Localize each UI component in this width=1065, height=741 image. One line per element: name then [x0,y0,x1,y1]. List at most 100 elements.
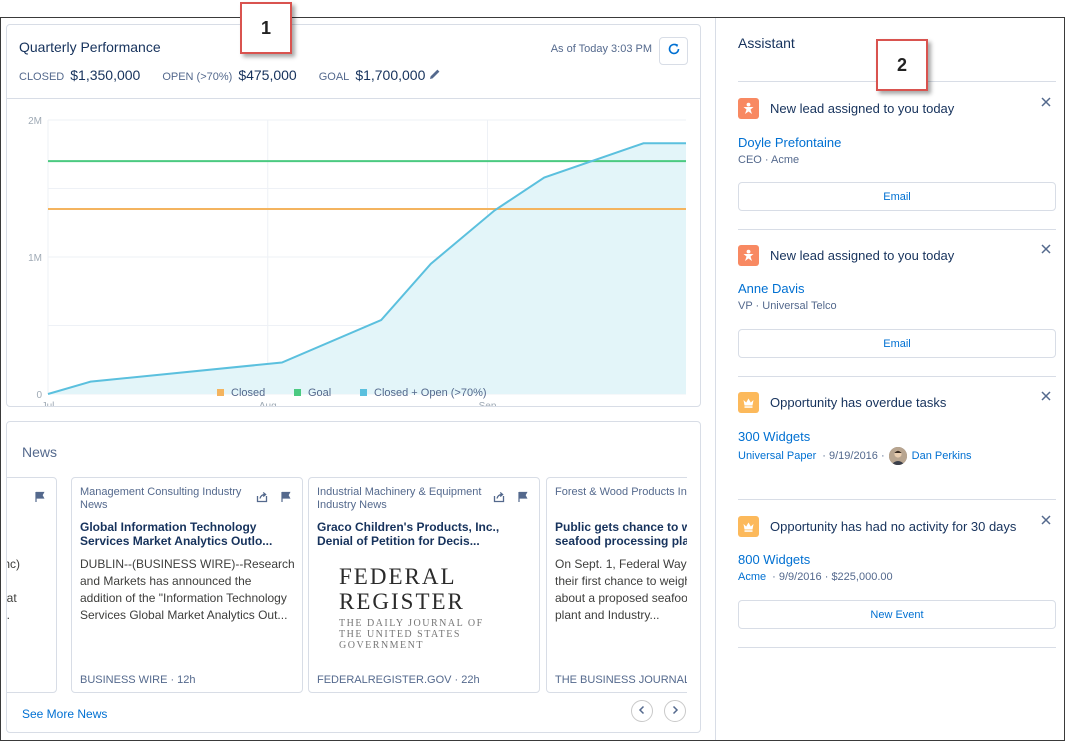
share-icon[interactable] [256,490,268,508]
x-tick-label: Aug [259,401,277,406]
edit-goal-pencil-icon[interactable] [429,67,441,83]
news-item-partial-body: Inc) t at ... [7,556,56,624]
news-item[interactable]: Industrial Machinery & Equipment Industr… [308,477,540,693]
owner-link[interactable]: Dan Perkins [911,450,972,462]
news-item-footer: THE BUSINESS JOURNALS · 1d [555,674,687,686]
close-icon[interactable] [1040,513,1052,525]
fr-image-line-1: FEDERAL [339,564,457,589]
news-item-actions [493,490,529,508]
close-icon[interactable] [1040,242,1052,254]
opportunity-meta: Universal Paper · 9/19/2016 · Dan Perkin… [738,447,972,465]
quarterly-chart-svg: 0 1M 2M Jul Aug Sep Closed Goal Closed + Open (>… [28,116,686,412]
news-title: News [22,444,58,460]
news-item-headline[interactable]: Graco Children's Products, Inc., Denial … [317,520,500,548]
assistant-title: Assistant [738,35,795,51]
close-icon[interactable] [1040,95,1052,107]
fr-image-sub-3: GOVERNMENT [339,640,424,651]
assistant-item-heading: New lead assigned to you today [770,248,955,263]
news-item-source: Industrial Machinery & Equipment Industr… [317,486,482,511]
lead-icon [738,245,759,266]
open-label: OPEN (>70%) [162,71,233,83]
quarterly-performance-header: Quarterly Performance CLOSED $1,350,000 … [7,25,700,99]
callout-2: 2 [876,39,928,91]
y-tick-label: 2M [28,116,42,127]
flag-icon[interactable] [517,490,529,508]
lead-meta: CEO · Acme [738,154,800,166]
news-item-footer: BUSINESS WIRE · 12h [80,674,196,686]
close-icon[interactable] [1040,389,1052,401]
assistant-panel: Assistant New lead assigned to you today… [715,18,1064,740]
quarterly-performance-title: Quarterly Performance [19,39,161,55]
lead-icon [738,98,759,119]
opportunity-name-link[interactable]: 800 Widgets [738,552,811,567]
see-more-news-link[interactable]: See More News [22,707,108,721]
legend-swatch [360,389,367,396]
partial-line-3: ... [7,607,56,624]
federal-register-image: FEDERAL REGISTER THE DAILY JOURNAL OF TH… [339,564,509,660]
lead-name-link[interactable]: Doyle Prefontaine [738,135,842,150]
legend-swatch [217,389,224,396]
news-item-actions [34,490,46,508]
lead-meta: VP · Universal Telco [738,300,837,312]
y-tick-label: 0 [36,390,42,401]
legend-label: Goal [308,387,331,399]
news-item-headline[interactable]: Global Information Technology Services M… [80,520,273,548]
crown-icon [738,392,759,413]
email-button[interactable]: Email [738,182,1056,211]
quarterly-stats: CLOSED $1,350,000 OPEN (>70%) $475,000 G… [19,67,441,83]
news-carousel: Inc) t at ... Management Consulting Indu… [7,477,687,695]
fr-image-sub-2: THE UNITED STATES [339,629,461,640]
news-item-actions [256,490,292,508]
opportunity-name-link[interactable]: 300 Widgets [738,429,811,444]
assistant-item-lead: New lead assigned to you today Anne Davi… [738,229,1056,376]
quarterly-performance-card: Quarterly Performance CLOSED $1,350,000 … [6,24,701,412]
chevron-left-icon [637,702,647,720]
lead-name-link[interactable]: Anne Davis [738,281,805,296]
news-item-source: Management Consulting Industry News [80,486,242,511]
new-event-button[interactable]: New Event [738,600,1056,629]
closed-plus-open-area [48,143,686,394]
share-icon[interactable] [493,490,505,508]
refresh-button[interactable] [659,37,688,65]
news-prev-button[interactable] [631,700,653,722]
y-tick-label: 1M [28,253,42,264]
news-item-source: Forest & Wood Products Industry News [555,486,687,498]
news-item[interactable]: Forest & Wood Products Industry News Pub… [546,477,687,693]
as-of-timestamp: As of Today 3:03 PM [550,43,652,55]
chevron-right-icon [670,702,680,720]
email-button[interactable]: Email [738,329,1056,358]
opportunity-date: · 9/19/2016 · [822,450,885,462]
legend-swatch [294,389,301,396]
goal-label: GOAL [318,71,350,83]
news-item-body: On Sept. 1, Federal Way residents get th… [555,557,687,622]
assistant-item-heading: Opportunity has overdue tasks [770,395,947,410]
legend-label: Closed [231,387,265,399]
news-item-partial[interactable]: Inc) t at ... [7,477,57,693]
fr-image-sub-1: THE DAILY JOURNAL OF [339,618,484,629]
assistant-item-heading: Opportunity has had no activity for 30 d… [770,519,1017,534]
callout-1: 1 [240,2,292,54]
closed-plus-open-line [47,142,686,395]
assistant-item-heading: New lead assigned to you today [770,101,955,116]
assistant-item-opportunity: Opportunity has had no activity for 30 d… [738,499,1056,648]
closed-value: $1,350,000 [70,67,141,83]
opportunity-meta-rest: · 9/9/2016 · $225,000.00 [772,571,893,583]
account-link[interactable]: Acme [738,571,767,583]
goal-value: $1,700,000 [355,67,426,83]
partial-line-1: Inc) [7,557,21,571]
flag-icon[interactable] [280,490,292,508]
news-item[interactable]: Management Consulting Industry News Glob… [71,477,303,693]
closed-label: CLOSED [19,71,65,83]
assistant-item-lead: New lead assigned to you today Doyle Pre… [738,81,1056,229]
news-next-button[interactable] [664,700,686,722]
news-item-footer: FEDERALREGISTER.GOV · 22h [317,674,480,686]
fr-image-line-2: REGISTER [339,589,465,614]
flag-icon[interactable] [34,490,46,508]
news-item-headline[interactable]: Public gets chance to weigh in on seafoo… [555,520,687,548]
assistant-item-opportunity: Opportunity has overdue tasks 300 Widget… [738,376,1056,499]
x-tick-label: Sep [479,401,497,406]
quarterly-chart: 0 1M 2M Jul Aug Sep Closed Goal Closed + Open (>… [7,100,700,412]
avatar [888,447,907,465]
legend-label: Closed + Open (>70%) [374,387,487,399]
account-link[interactable]: Universal Paper [738,450,817,462]
